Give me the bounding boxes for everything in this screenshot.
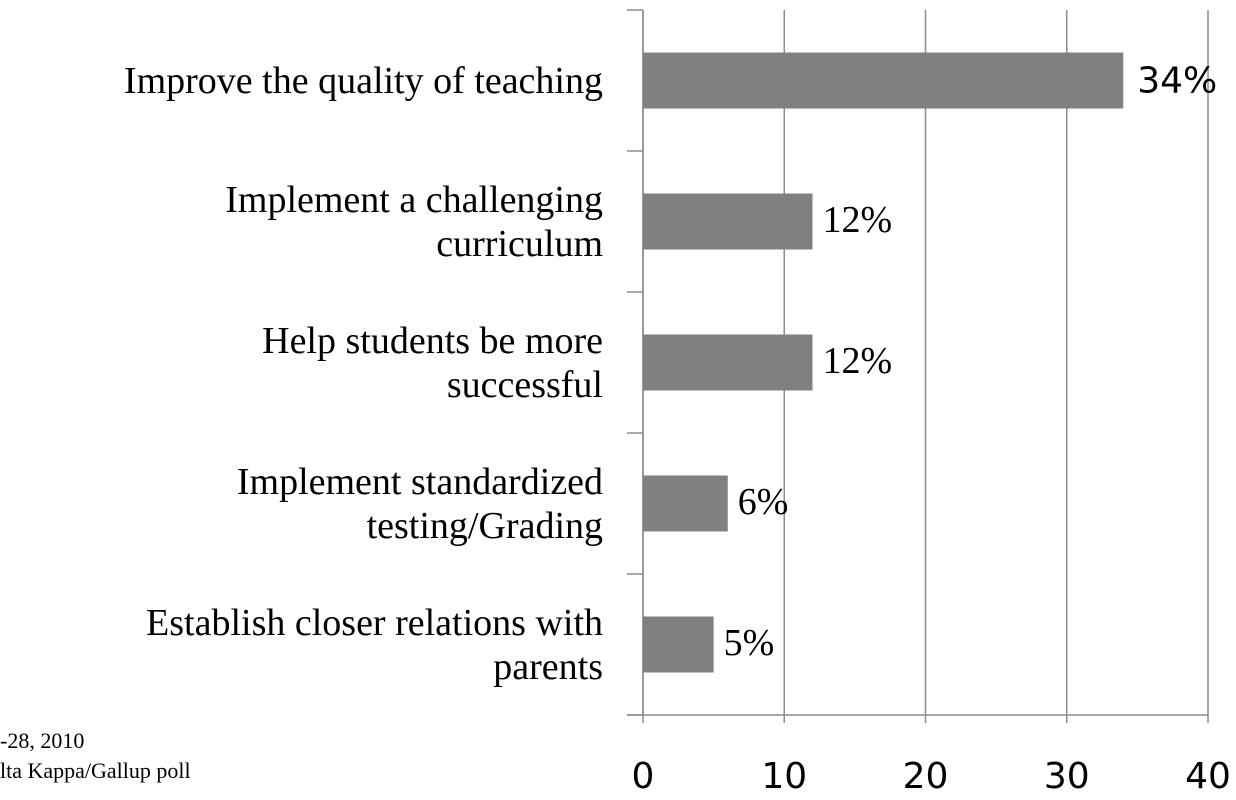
bar <box>643 52 1124 109</box>
value-label: 12% <box>823 199 893 241</box>
x-tick-label: 40 <box>1185 756 1231 797</box>
x-tick-label: 30 <box>1044 756 1090 797</box>
category-label: Implement a challenging curriculum <box>225 178 603 265</box>
bar <box>643 193 813 250</box>
category-label: Establish closer relations with parents <box>146 601 603 688</box>
footnote: lta Kappa/Gallup poll <box>0 758 191 783</box>
category-label: Help students be more successful <box>262 319 603 406</box>
footnote: -28, 2010 <box>0 728 85 753</box>
value-label: 34% <box>1137 61 1217 102</box>
value-label: 5% <box>724 622 775 664</box>
category-label: Improve the quality of teaching <box>123 59 603 102</box>
x-tick-label: 0 <box>632 756 655 797</box>
x-tick-label: 10 <box>761 756 807 797</box>
bar <box>643 334 813 391</box>
bar <box>643 475 728 532</box>
bar <box>643 616 714 673</box>
x-tick-label: 20 <box>903 756 949 797</box>
value-label: 6% <box>738 481 789 523</box>
value-label: 12% <box>823 340 893 382</box>
category-label: Implement standardized testing/Grading <box>236 460 603 547</box>
